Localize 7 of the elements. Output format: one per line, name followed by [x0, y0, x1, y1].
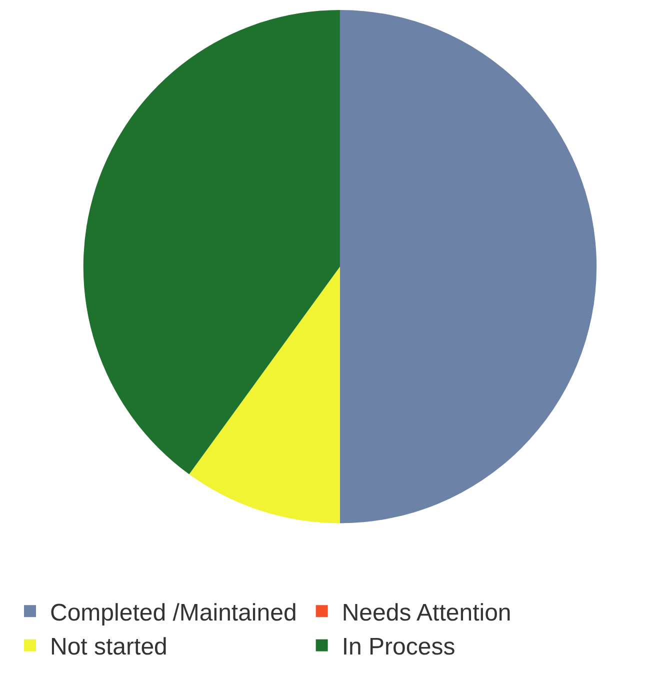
legend-label: In Process — [342, 634, 456, 661]
legend-label: Not started — [50, 634, 168, 661]
legend-label: Needs Attention — [342, 599, 512, 626]
pie-slice — [84, 10, 340, 474]
pie-slice — [340, 10, 596, 524]
legend-label: Completed /Maintained — [50, 599, 297, 626]
pie-slice — [189, 266, 340, 524]
